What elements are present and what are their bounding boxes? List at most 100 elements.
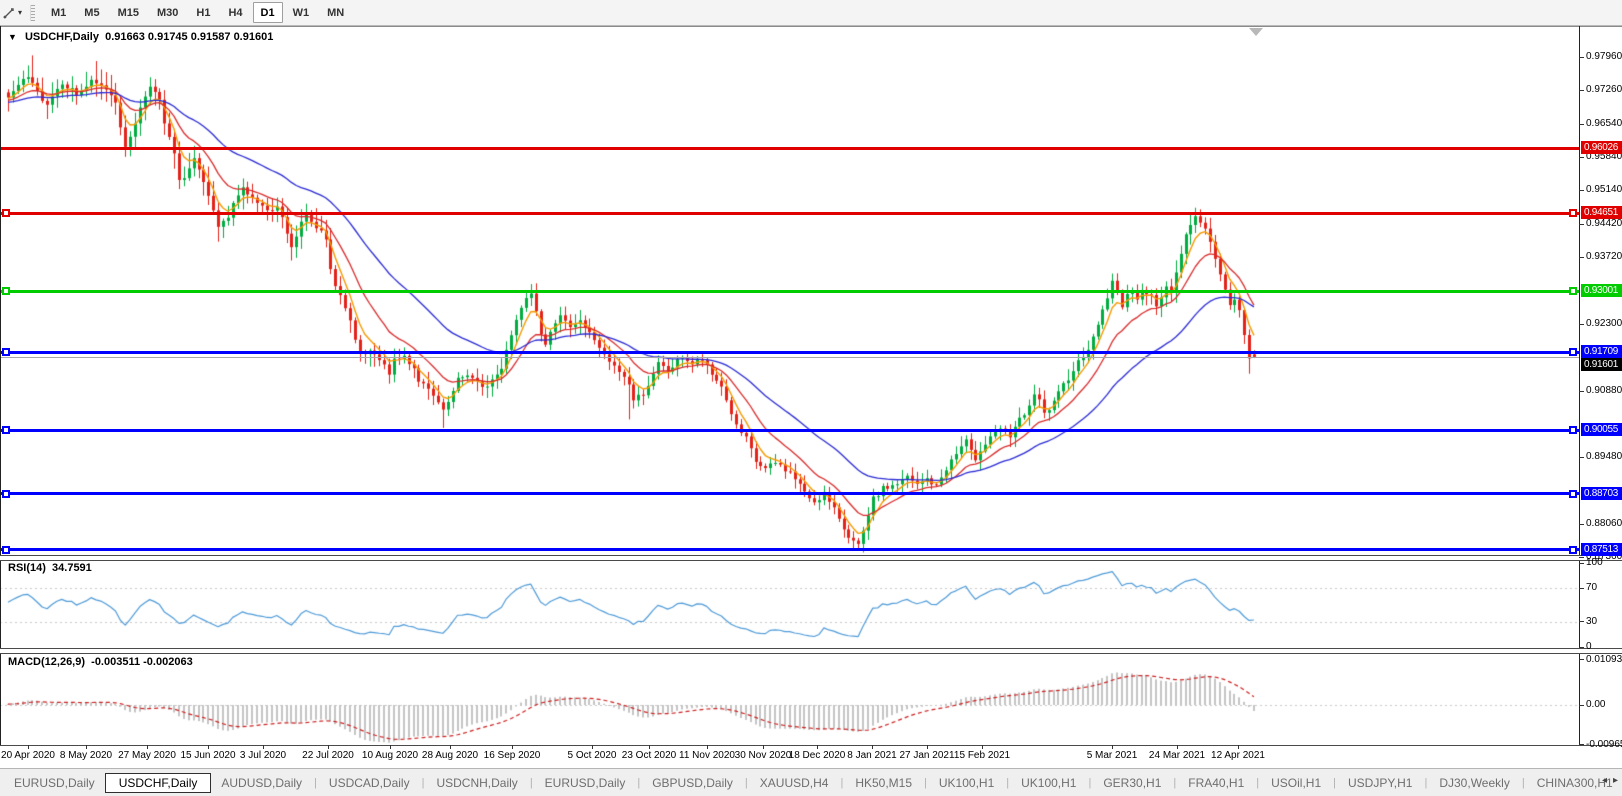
price-axis-label: 0.89480 bbox=[1586, 451, 1622, 463]
tabs-scroll-right-icon[interactable]: ▸ bbox=[1612, 775, 1618, 786]
hline-left-handle[interactable] bbox=[2, 426, 10, 435]
price-axis-label: 0.97260 bbox=[1586, 84, 1622, 96]
date-axis-label: 8 May 2020 bbox=[59, 750, 113, 761]
price-tick bbox=[1579, 156, 1584, 158]
chart-tab-gbpusd-daily[interactable]: GBPUSD,Daily bbox=[652, 775, 733, 790]
price-level-badge: 0.87513 bbox=[1581, 542, 1622, 556]
low-value: 0.91587 bbox=[190, 31, 231, 43]
timeframe-button-h4[interactable]: H4 bbox=[228, 6, 243, 19]
chart-tab-usdchf-daily[interactable]: USDCHF,Daily bbox=[104, 772, 212, 793]
hline-right-handle[interactable] bbox=[1569, 489, 1577, 498]
rsi-tick bbox=[1579, 646, 1584, 648]
date-tick bbox=[592, 745, 593, 749]
date-axis-label: 10 Aug 2020 bbox=[361, 750, 419, 761]
main-rsi-panel-divider[interactable] bbox=[0, 555, 1622, 561]
price-level-badge: 0.96026 bbox=[1581, 141, 1622, 155]
chart-tab-eurusd-daily[interactable]: EURUSD,Daily bbox=[544, 775, 626, 790]
chart-tab-hk50-m15[interactable]: HK50,M15 bbox=[855, 775, 913, 790]
date-tick bbox=[763, 745, 764, 749]
chart-tab-uk100-h1[interactable]: UK100,H1 bbox=[1021, 775, 1077, 790]
hline-0.91709[interactable] bbox=[0, 350, 1579, 354]
date-tick bbox=[512, 745, 513, 749]
chart-tab-audusd-daily[interactable]: AUDUSD,Daily bbox=[221, 775, 303, 790]
chart-tab-xauusd-h4[interactable]: XAUUSD,H4 bbox=[759, 775, 829, 790]
hline-0.94651[interactable] bbox=[0, 211, 1579, 215]
date-axis-label: 18 Dec 2020 bbox=[788, 750, 846, 761]
chart-tab-china300-h1[interactable]: CHINA300,H1 bbox=[1536, 775, 1613, 790]
rsi-macd-panel-divider[interactable] bbox=[0, 648, 1622, 654]
toolbar-grip-handle[interactable] bbox=[30, 4, 36, 21]
crosshair-tool-icon[interactable] bbox=[1, 5, 17, 21]
hline-right-handle[interactable] bbox=[1569, 287, 1577, 296]
date-tick bbox=[649, 745, 650, 749]
hline-0.96026[interactable] bbox=[0, 146, 1579, 150]
timeframe-button-w1[interactable]: W1 bbox=[292, 6, 310, 19]
chart-shift-marker[interactable] bbox=[1249, 28, 1263, 36]
hline-right-handle[interactable] bbox=[1569, 426, 1577, 435]
hline-left-handle[interactable] bbox=[2, 545, 10, 554]
tabs-scroll-left-icon[interactable]: ◂ bbox=[1601, 775, 1607, 786]
price-tick bbox=[1579, 456, 1584, 458]
chart-tab-usoil-h1[interactable]: USOil,H1 bbox=[1271, 775, 1322, 790]
macd-axis-label: 0.00 bbox=[1586, 699, 1606, 710]
hline-left-handle[interactable] bbox=[2, 348, 10, 357]
rsi-tick bbox=[1579, 587, 1584, 589]
date-axis-label: 8 Jan 2021 bbox=[847, 750, 897, 761]
price-axis-label: 0.95140 bbox=[1586, 184, 1622, 196]
current-price-line bbox=[0, 357, 1579, 359]
timeframe-button-m1[interactable]: M1 bbox=[51, 6, 67, 19]
macd-tick bbox=[1579, 744, 1584, 746]
rsi-value: 34.7591 bbox=[52, 562, 92, 574]
price-tick bbox=[1579, 523, 1584, 525]
date-axis-label: 22 Jul 2020 bbox=[302, 750, 354, 761]
hline-0.88703[interactable] bbox=[0, 492, 1579, 496]
date-axis-label: 28 Aug 2020 bbox=[421, 750, 479, 761]
chart-tab-uk100-h1[interactable]: UK100,H1 bbox=[938, 775, 995, 790]
hline-0.90055[interactable] bbox=[0, 428, 1579, 432]
chart-tab-dj30-weekly[interactable]: DJ30,Weekly bbox=[1439, 775, 1510, 790]
macd-bottom-border bbox=[0, 745, 1622, 746]
rsi-axis-label: 70 bbox=[1586, 582, 1598, 594]
current-price-badge: 0.91601 bbox=[1581, 358, 1622, 371]
price-axis-label: 0.96540 bbox=[1586, 118, 1622, 130]
timeframe-button-h1[interactable]: H1 bbox=[196, 6, 211, 19]
tab-separator: | bbox=[314, 776, 317, 789]
hline-0.87513[interactable] bbox=[0, 548, 1579, 552]
price-axis-label: 0.93720 bbox=[1586, 251, 1622, 263]
timeframe-button-m5[interactable]: M5 bbox=[84, 6, 100, 19]
hline-0.93001[interactable] bbox=[0, 289, 1579, 293]
hline-right-handle[interactable] bbox=[1569, 545, 1577, 554]
chart-tab-eurusd-daily[interactable]: EURUSD,Daily bbox=[14, 775, 95, 790]
hline-left-handle[interactable] bbox=[2, 489, 10, 498]
price-tick bbox=[1579, 556, 1584, 558]
timeframe-button-m30[interactable]: M30 bbox=[156, 6, 179, 19]
price-axis-label: 0.87360 bbox=[1586, 551, 1622, 563]
hline-right-handle[interactable] bbox=[1569, 348, 1577, 357]
date-axis-label: 27 May 2020 bbox=[118, 750, 176, 761]
price-axis-label: 0.97960 bbox=[1586, 51, 1622, 63]
hline-left-handle[interactable] bbox=[2, 287, 10, 296]
chart-tab-usdjpy-h1[interactable]: USDJPY,H1 bbox=[1348, 775, 1413, 790]
timeframe-button-mn[interactable]: MN bbox=[327, 6, 345, 19]
timeframe-button-m15[interactable]: M15 bbox=[117, 6, 139, 19]
chart-tab-usdcnh-daily[interactable]: USDCNH,Daily bbox=[436, 775, 518, 790]
tool-dropdown-arrow-icon[interactable]: ▾ bbox=[18, 8, 23, 17]
price-tick bbox=[1579, 390, 1584, 392]
chart-tab-fra40-h1[interactable]: FRA40,H1 bbox=[1188, 775, 1245, 790]
date-axis-label: 3 Jul 2020 bbox=[239, 750, 287, 761]
date-tick bbox=[450, 745, 451, 749]
high-value: 0.91745 bbox=[147, 31, 188, 43]
hline-left-handle[interactable] bbox=[2, 209, 10, 218]
date-axis-label: 12 Apr 2021 bbox=[1211, 750, 1265, 761]
collapse-triangle-icon[interactable]: ▼ bbox=[8, 32, 17, 42]
tab-separator: | bbox=[421, 776, 425, 789]
timeframe-button-d1[interactable]: D1 bbox=[252, 2, 283, 23]
hline-right-handle[interactable] bbox=[1569, 209, 1577, 218]
rsi-tick bbox=[1579, 621, 1584, 623]
chart-tab-ger30-h1[interactable]: GER30,H1 bbox=[1103, 775, 1162, 790]
date-tick bbox=[28, 745, 29, 749]
chart-tab-usdcad-daily[interactable]: USDCAD,Daily bbox=[328, 775, 410, 790]
price-tick bbox=[1579, 89, 1584, 91]
tab-separator: | bbox=[1088, 776, 1092, 789]
